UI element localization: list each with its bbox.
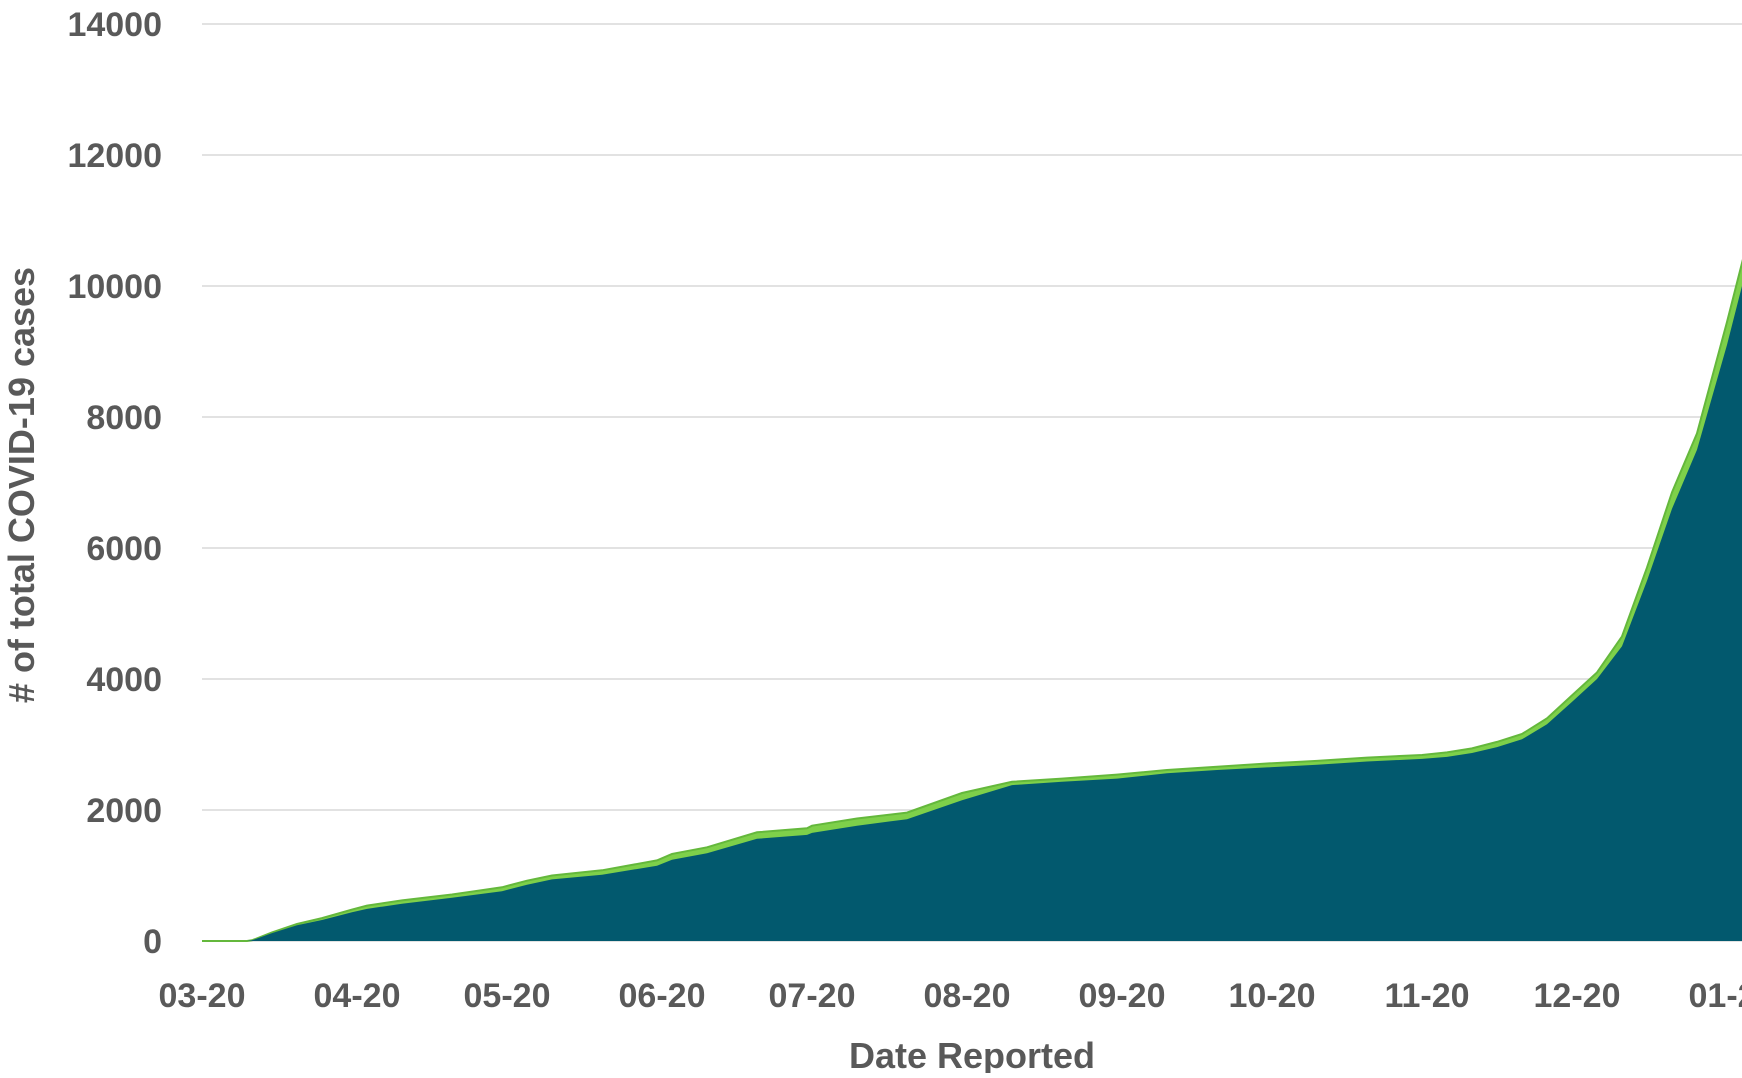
lower-series-area — [202, 285, 1742, 941]
x-tick-label: 01-20 — [1689, 977, 1742, 1015]
y-tick-label: 14000 — [67, 6, 162, 44]
x-tick-label: 03-20 — [159, 977, 246, 1015]
y-tick-label: 6000 — [86, 530, 162, 568]
gridlines — [202, 23, 1742, 942]
upper-series-line — [202, 259, 1742, 942]
y-tick-label: 10000 — [67, 268, 162, 306]
x-tick-label: 05-20 — [464, 977, 551, 1015]
x-tick-label: 07-20 — [769, 977, 856, 1015]
x-tick-label: 06-20 — [619, 977, 706, 1015]
x-tick-label: 11-20 — [1384, 977, 1469, 1015]
x-tick-label: 04-20 — [314, 977, 401, 1015]
x-tick-label: 10-20 — [1229, 977, 1316, 1015]
x-axis-ticks: 03-20 04-20 05-20 06-20 07-20 08-20 09-20 10-20… — [159, 977, 1742, 1015]
y-tick-label: 12000 — [67, 137, 162, 175]
y-tick-label: 0 — [143, 923, 162, 961]
y-axis-ticks: 0 2000 4000 6000 8000 10000 12000 14000 — [67, 6, 162, 961]
x-tick-label: 08-20 — [924, 977, 1011, 1015]
plot-area — [202, 259, 1742, 942]
y-tick-label: 8000 — [86, 399, 162, 437]
y-axis-label: # of total COVID-19 cases — [1, 267, 42, 703]
y-tick-label: 2000 — [86, 792, 162, 830]
x-axis-label: Date Reported — [849, 1035, 1095, 1073]
x-tick-label: 12-20 — [1534, 977, 1621, 1015]
x-tick-label: 09-20 — [1079, 977, 1166, 1015]
y-tick-label: 4000 — [86, 661, 162, 699]
